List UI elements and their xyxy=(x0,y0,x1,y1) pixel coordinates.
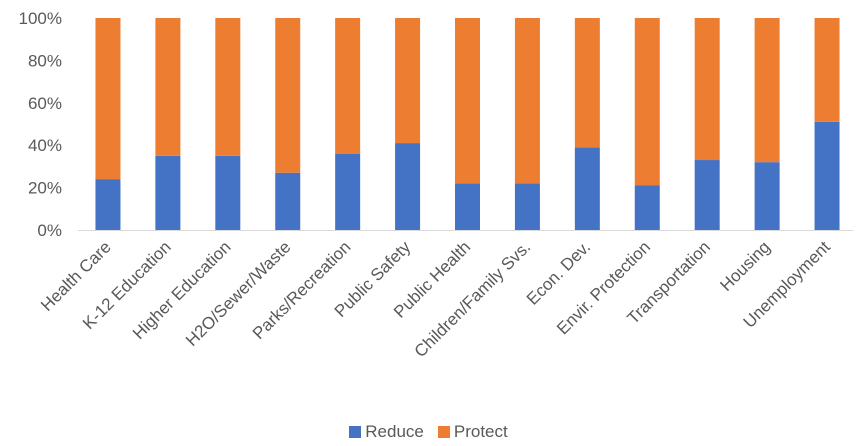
legend-swatch xyxy=(349,426,362,438)
bar-protect-0 xyxy=(95,18,121,180)
bar-protect-9 xyxy=(634,18,660,186)
legend-item-protect: Protect xyxy=(437,422,508,442)
bar-protect-6 xyxy=(455,18,480,184)
y-tick-label: 20% xyxy=(28,179,62,198)
y-tick-label: 60% xyxy=(28,94,62,113)
bar-reduce-10 xyxy=(694,160,720,230)
bar-protect-8 xyxy=(574,18,600,148)
x-tick-label: Children/Family Svs. xyxy=(411,237,535,361)
bar-reduce-8 xyxy=(574,147,600,230)
bar-reduce-1 xyxy=(155,155,181,230)
legend-label: Protect xyxy=(453,422,508,441)
bar-protect-12 xyxy=(814,18,840,122)
legend-item-reduce: Reduce xyxy=(349,422,424,442)
x-tick-label: H2O/Sewer/Waste xyxy=(182,237,295,350)
y-tick-label: 100% xyxy=(19,9,62,28)
y-axis: 0% 20% 40% 60% 80% 100% xyxy=(19,9,62,240)
bar-protect-7 xyxy=(514,18,540,184)
bar-protect-5 xyxy=(395,18,421,144)
y-tick-label: 80% xyxy=(28,51,62,70)
bar-reduce-12 xyxy=(814,121,840,230)
x-tick-label: Housing xyxy=(716,237,774,295)
y-tick-label: 40% xyxy=(28,136,62,155)
bar-reduce-2 xyxy=(215,155,241,230)
bars xyxy=(95,18,840,230)
y-tick-label: 0% xyxy=(37,221,62,240)
legend: Reduce Protect xyxy=(0,420,857,444)
bar-reduce-9 xyxy=(634,185,660,230)
bar-reduce-7 xyxy=(514,183,540,230)
bar-reduce-3 xyxy=(275,172,301,230)
bar-reduce-0 xyxy=(95,179,121,230)
bar-protect-4 xyxy=(335,18,361,154)
bar-protect-1 xyxy=(155,18,181,156)
bar-reduce-5 xyxy=(395,143,421,230)
legend-swatch xyxy=(437,426,450,438)
bar-reduce-6 xyxy=(455,183,480,230)
bar-protect-10 xyxy=(694,18,720,161)
legend-label: Reduce xyxy=(365,422,424,441)
bar-protect-3 xyxy=(275,18,301,173)
bar-reduce-4 xyxy=(335,153,361,230)
bar-protect-2 xyxy=(215,18,241,156)
bar-reduce-11 xyxy=(754,162,780,230)
bar-protect-11 xyxy=(754,18,780,163)
